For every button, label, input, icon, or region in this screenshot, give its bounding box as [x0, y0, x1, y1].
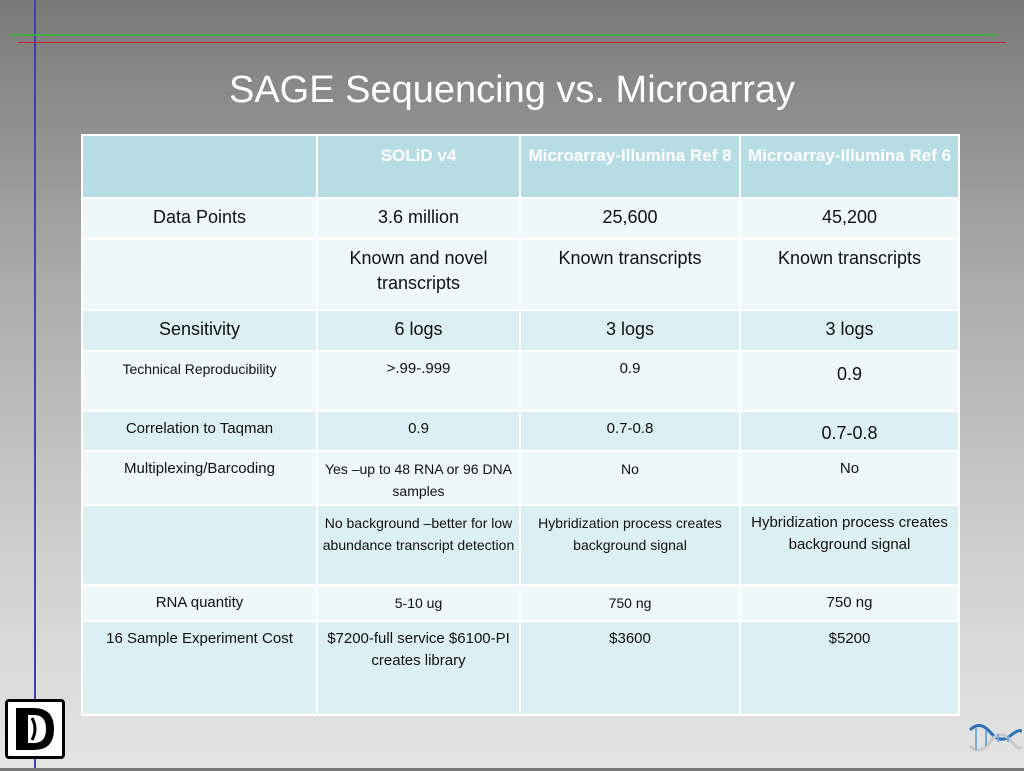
logo-icon [5, 699, 65, 759]
table-cell: 0.9 [739, 350, 960, 412]
table-cell: 45,200 [739, 197, 960, 240]
table-cell: 3 logs [519, 309, 741, 352]
table-cell: 3.6 million [316, 197, 521, 240]
table-cell: $7200-full service $6100-PI creates libr… [316, 620, 521, 716]
table-row: Known and novel transcripts Known transc… [81, 238, 960, 311]
table-cell: 750 ng [519, 584, 741, 622]
table-row: Multiplexing/Barcoding Yes –up to 48 RNA… [81, 450, 960, 506]
table-row: RNA quantity 5-10 ug 750 ng 750 ng [81, 584, 960, 622]
header-cell: Microarray-Illumina Ref 6 [739, 134, 960, 199]
table-cell: 3 logs [739, 309, 960, 352]
table-cell: 0.9 [316, 410, 521, 452]
row-label: Technical Reproducibility [81, 350, 318, 412]
table-cell: 0.7-0.8 [739, 410, 960, 452]
left-accent-line [34, 0, 36, 768]
row-label: 16 Sample Experiment Cost [81, 620, 318, 716]
row-label: Data Points [81, 197, 318, 240]
table-cell: 750 ng [739, 584, 960, 622]
row-label: RNA quantity [81, 584, 318, 622]
header-cell: Microarray-Illumina Ref 8 [519, 134, 741, 199]
table-cell: No [739, 450, 960, 506]
header-cell [81, 134, 318, 199]
table-cell: $5200 [739, 620, 960, 716]
table-row: Technical Reproducibility >.99-.999 0.9 … [81, 350, 960, 412]
table-cell: Yes –up to 48 RNA or 96 DNA samples [316, 450, 521, 506]
comparison-table: SOLiD v4 Microarray-Illumina Ref 8 Micro… [81, 134, 960, 716]
table-row: Data Points 3.6 million 25,600 45,200 [81, 197, 960, 240]
top-green-line [10, 34, 998, 36]
page-title: SAGE Sequencing vs. Microarray [228, 69, 795, 111]
table-cell: Known transcripts [519, 238, 741, 311]
row-label [81, 238, 318, 311]
top-red-line [18, 42, 1006, 43]
table-row: 16 Sample Experiment Cost $7200-full ser… [81, 620, 960, 716]
table-cell: No [519, 450, 741, 506]
table-cell: >.99-.999 [316, 350, 521, 412]
row-label: Multiplexing/Barcoding [81, 450, 318, 506]
row-label: Sensitivity [81, 309, 318, 352]
table-cell: 25,600 [519, 197, 741, 240]
table-cell: $3600 [519, 620, 741, 716]
table-cell: Hybridization process creates background… [739, 504, 960, 586]
table-cell: Known transcripts [739, 238, 960, 311]
table-row: Correlation to Taqman 0.9 0.7-0.8 0.7-0.… [81, 410, 960, 452]
table-cell: Known and novel transcripts [316, 238, 521, 311]
table-cell: 5-10 ug [316, 584, 521, 622]
table-header-row: SOLiD v4 Microarray-Illumina Ref 8 Micro… [81, 134, 960, 199]
table-cell: Hybridization process creates background… [519, 504, 741, 586]
row-label: Correlation to Taqman [81, 410, 318, 452]
table-row: Sensitivity 6 logs 3 logs 3 logs [81, 309, 960, 352]
table-cell: 6 logs [316, 309, 521, 352]
row-label [81, 504, 318, 586]
table-row: No background –better for low abundance … [81, 504, 960, 586]
dna-helix-icon [966, 716, 1024, 766]
header-cell: SOLiD v4 [316, 134, 521, 199]
table-cell: No background –better for low abundance … [316, 504, 521, 586]
table-cell: 0.9 [519, 350, 741, 412]
table-cell: 0.7-0.8 [519, 410, 741, 452]
